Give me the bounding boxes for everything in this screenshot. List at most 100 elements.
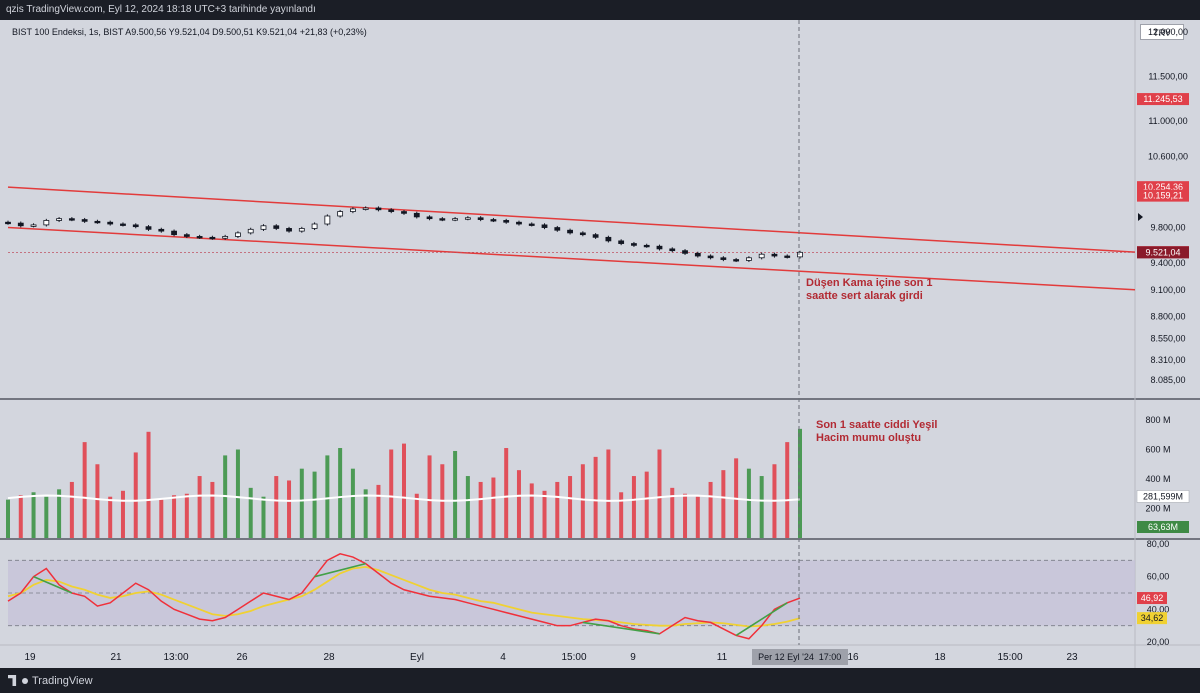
candle-body[interactable] xyxy=(260,225,267,230)
volume-bar[interactable] xyxy=(120,490,125,538)
candle-body[interactable] xyxy=(554,227,561,231)
candle-body[interactable] xyxy=(5,221,11,225)
volume-bar[interactable] xyxy=(261,496,266,538)
volume-ma-line[interactable] xyxy=(7,494,801,502)
volume-bar[interactable] xyxy=(644,471,649,538)
candle-body[interactable] xyxy=(656,245,663,250)
volume-bar[interactable] xyxy=(504,448,509,538)
candle-body[interactable] xyxy=(337,211,344,217)
candle-body[interactable] xyxy=(30,224,37,227)
volume-bar[interactable] xyxy=(325,455,330,538)
volume-bar[interactable] xyxy=(619,492,624,538)
candle-body[interactable] xyxy=(567,229,573,234)
volume-bar[interactable] xyxy=(82,442,87,538)
volume-annotation-line2[interactable]: Hacim mumu oluştu xyxy=(816,432,921,444)
candle-body[interactable] xyxy=(528,223,535,226)
volume-bar[interactable] xyxy=(312,471,317,538)
currency-selector[interactable]: TRY xyxy=(1140,24,1184,40)
volume-pane[interactable] xyxy=(6,428,802,539)
volume-bar[interactable] xyxy=(746,468,751,538)
volume-bar[interactable] xyxy=(235,449,240,539)
candle-body[interactable] xyxy=(81,219,88,222)
chart-canvas[interactable]: 12.000,00 11.500,00 11.000,00 10.600,00 9.80… xyxy=(0,20,1200,668)
candle-body[interactable] xyxy=(145,226,152,230)
volume-bar[interactable] xyxy=(172,495,177,538)
candle-body[interactable] xyxy=(247,228,254,234)
rsi-pane[interactable] xyxy=(7,553,1135,640)
candle-body[interactable] xyxy=(68,218,75,221)
candle-body[interactable] xyxy=(120,223,126,226)
candle-body[interactable] xyxy=(235,232,241,237)
candle-body[interactable] xyxy=(784,255,791,258)
volume-bar[interactable] xyxy=(542,490,547,538)
candle-body[interactable] xyxy=(643,244,650,248)
volume-bar[interactable] xyxy=(197,476,202,538)
chart-area[interactable]: BIST 100 Endeksi, 1s, BIST A9.500,56 Y9.… xyxy=(0,20,1200,668)
volume-bar[interactable] xyxy=(44,496,49,538)
candle-body[interactable] xyxy=(516,221,522,225)
price-pane[interactable] xyxy=(5,186,1136,291)
volume-bar[interactable] xyxy=(465,476,470,538)
volume-bar[interactable] xyxy=(798,428,802,538)
volume-bar[interactable] xyxy=(555,481,560,538)
volume-annotation-line1[interactable]: Son 1 saatte ciddi Yeşil xyxy=(816,419,937,431)
candle-body[interactable] xyxy=(439,218,446,221)
candle-body[interactable] xyxy=(682,250,688,254)
candle-body[interactable] xyxy=(490,219,497,222)
volume-bar[interactable] xyxy=(389,449,394,539)
candle-body[interactable] xyxy=(107,221,114,225)
candle-body[interactable] xyxy=(171,230,177,236)
volume-bar[interactable] xyxy=(363,489,368,538)
volume-bar[interactable] xyxy=(529,483,534,538)
candle-body[interactable] xyxy=(17,222,24,227)
volume-bar[interactable] xyxy=(453,450,458,538)
volume-bar[interactable] xyxy=(568,476,573,538)
volume-bar[interactable] xyxy=(287,480,292,538)
candle-body[interactable] xyxy=(401,211,407,214)
wedge-annotation-line1[interactable]: Düşen Kama içine son 1 xyxy=(806,277,933,289)
volume-bar[interactable] xyxy=(721,470,726,538)
candle-body[interactable] xyxy=(771,253,778,257)
candle-body[interactable] xyxy=(94,220,101,224)
candle-body[interactable] xyxy=(464,217,471,220)
candle-body[interactable] xyxy=(631,243,637,246)
candle-body[interactable] xyxy=(158,228,165,232)
candle-body[interactable] xyxy=(618,240,625,244)
candle-body[interactable] xyxy=(477,217,484,220)
candle-body[interactable] xyxy=(503,220,510,223)
volume-bar[interactable] xyxy=(695,496,700,538)
volume-bar[interactable] xyxy=(414,493,419,538)
candle-body[interactable] xyxy=(43,220,50,226)
volume-bar[interactable] xyxy=(657,449,662,539)
candle-body[interactable] xyxy=(452,218,458,221)
candle-body[interactable] xyxy=(413,212,420,218)
candle-body[interactable] xyxy=(694,252,701,257)
volume-bar[interactable] xyxy=(785,442,790,538)
volume-bar[interactable] xyxy=(708,481,713,538)
volume-bar[interactable] xyxy=(133,452,138,538)
volume-bar[interactable] xyxy=(593,456,598,538)
volume-bar[interactable] xyxy=(57,489,62,538)
volume-bar[interactable] xyxy=(18,495,23,538)
candle-body[interactable] xyxy=(375,207,382,211)
volume-bar[interactable] xyxy=(210,481,215,538)
rsi-divergence-line[interactable] xyxy=(33,575,73,594)
volume-bar[interactable] xyxy=(670,487,675,538)
candle-body[interactable] xyxy=(592,234,599,238)
candle-body[interactable] xyxy=(362,207,369,210)
rsi-ma-line[interactable] xyxy=(7,565,801,628)
candle-body[interactable] xyxy=(707,255,714,259)
volume-bar[interactable] xyxy=(31,492,36,538)
volume-bar[interactable] xyxy=(491,477,496,538)
volume-bar[interactable] xyxy=(274,476,279,538)
candle-body[interactable] xyxy=(388,209,395,212)
candle-body[interactable] xyxy=(286,228,292,232)
volume-bar[interactable] xyxy=(159,499,164,538)
candle-body[interactable] xyxy=(758,253,765,259)
candle-body[interactable] xyxy=(426,216,433,220)
candle-body[interactable] xyxy=(605,236,612,242)
volume-bar[interactable] xyxy=(683,493,688,538)
rsi-divergence-line[interactable] xyxy=(314,562,366,578)
volume-bar[interactable] xyxy=(580,464,585,538)
candle-body[interactable] xyxy=(209,236,216,240)
